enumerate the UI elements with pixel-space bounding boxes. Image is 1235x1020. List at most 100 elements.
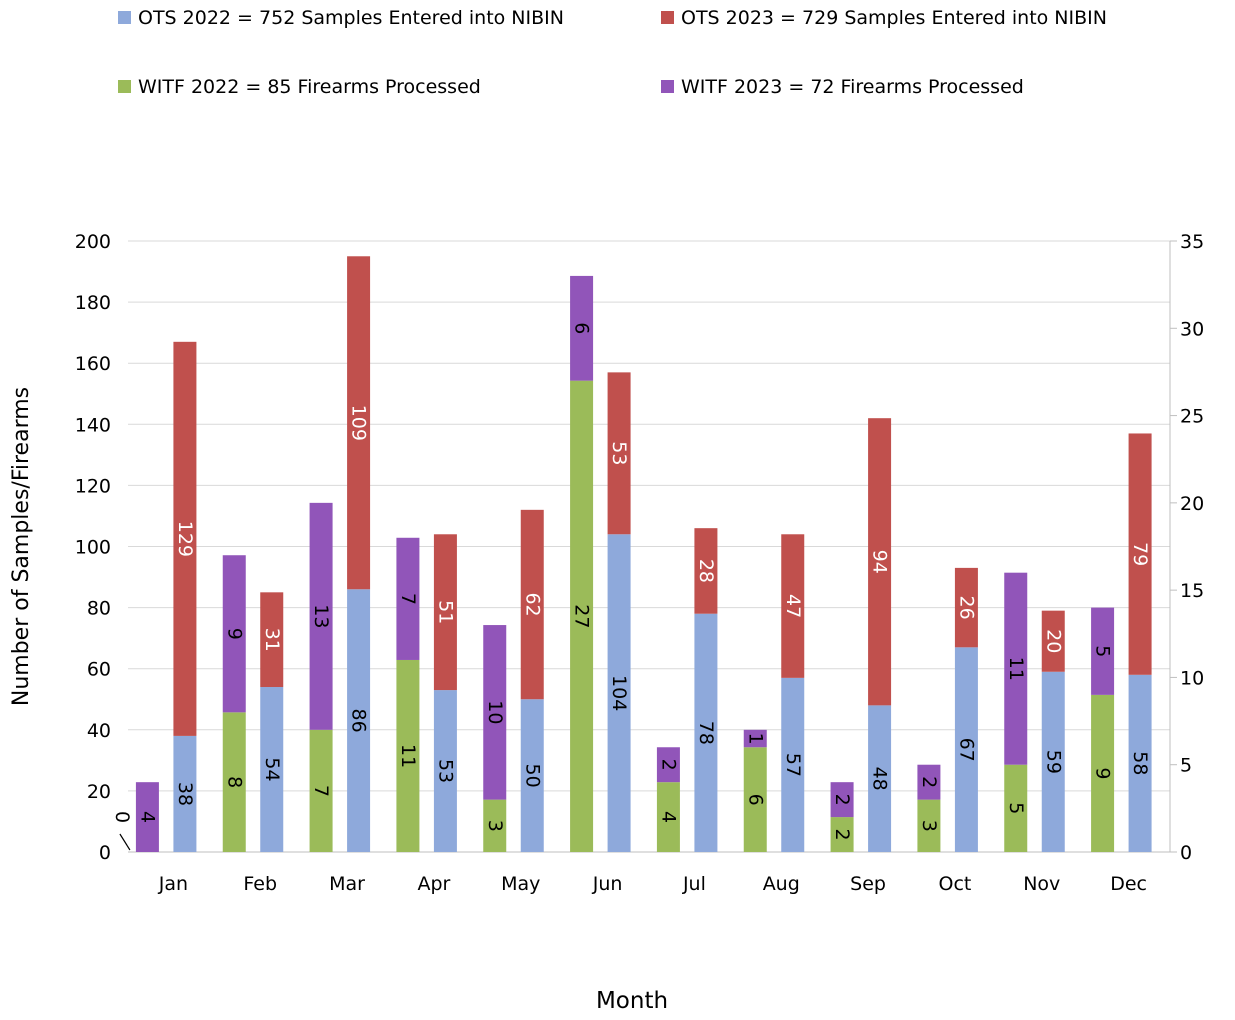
x-tick-label: Jun: [592, 873, 623, 895]
data-label: 7: [397, 593, 419, 605]
data-label: 129: [174, 521, 196, 557]
witf-bar-2: [396, 537, 420, 660]
legend-label: WITF 2023 = 72 Firearms Processed: [681, 76, 1024, 98]
witf-bar-2: [743, 729, 767, 748]
ots-bar-1: [868, 705, 892, 852]
ots-bar-1: [781, 677, 805, 852]
witf-bar-2: [309, 502, 333, 730]
x-axis-title: Month: [596, 988, 668, 1014]
y-right-tick-label: 25: [1180, 406, 1204, 428]
y-left-tick-label: 100: [75, 537, 111, 559]
witf-bar-1: [396, 659, 420, 852]
data-label: 0: [111, 811, 133, 823]
witf-bar-1: [1091, 694, 1115, 852]
data-label: 6: [571, 322, 593, 334]
witf-bar-1: [1004, 764, 1028, 852]
y-left-tick-label: 200: [75, 231, 111, 253]
x-tick-label: Feb: [243, 873, 277, 895]
x-tick-label: Jul: [682, 873, 706, 895]
witf-bar-2: [570, 275, 594, 381]
y-right-tick-label: 30: [1180, 318, 1204, 340]
data-label: 79: [1129, 542, 1151, 566]
data-label: 26: [955, 596, 977, 620]
x-tick-label: Dec: [1110, 873, 1147, 895]
data-label: 5: [1092, 645, 1114, 657]
witf-bar-2: [656, 747, 680, 783]
data-label: 2: [831, 828, 853, 840]
y-right-tick-label: 10: [1180, 667, 1204, 689]
data-label: 58: [1129, 751, 1151, 775]
ots-bar-1: [954, 647, 978, 852]
legend-label: OTS 2023 = 729 Samples Entered into NIBI…: [681, 7, 1107, 29]
witf-bar-2: [222, 555, 246, 713]
y-left-tick-label: 40: [87, 720, 111, 742]
data-label: 59: [1042, 750, 1064, 774]
data-label: 2: [657, 759, 679, 771]
data-label-leader: [119, 833, 131, 851]
y-left-tick-label: 80: [87, 598, 111, 620]
witf-bar-2: [135, 782, 159, 852]
witf-bar-2: [1091, 607, 1115, 695]
ots-bar-2: [868, 418, 892, 706]
data-label: 27: [571, 604, 593, 628]
ots-bar-2: [1041, 610, 1065, 672]
y-left-tick-label: 60: [87, 659, 111, 681]
data-label: 78: [695, 721, 717, 745]
data-label: 6: [744, 794, 766, 806]
ots-bar-1: [173, 735, 197, 852]
ots-bar-1: [260, 687, 284, 852]
data-label: 51: [434, 600, 456, 624]
data-label: 94: [869, 550, 891, 574]
data-label: 5: [1005, 802, 1027, 814]
y-left-tick-label: 160: [75, 353, 111, 375]
ots-bar-2: [260, 592, 284, 688]
data-label: 62: [521, 592, 543, 616]
data-label: 13: [310, 604, 332, 628]
y-left-tick-label: 20: [87, 781, 111, 803]
data-label: 48: [869, 767, 891, 791]
x-tick-label: Mar: [329, 873, 365, 895]
x-tick-label: Apr: [417, 873, 450, 895]
data-label: 4: [136, 811, 158, 823]
legend-swatch: [118, 80, 131, 93]
x-tick-label: Nov: [1023, 873, 1060, 895]
y-right-tick-label: 15: [1180, 580, 1204, 602]
data-label: 11: [397, 744, 419, 768]
data-label: 67: [955, 738, 977, 762]
legend-swatch: [118, 11, 131, 24]
x-tick-label: Oct: [938, 873, 971, 895]
witf-bar-2: [483, 625, 507, 800]
witf-bar-1: [309, 729, 333, 852]
witf-bar-2: [917, 764, 941, 800]
data-label: 109: [348, 405, 370, 441]
data-label: 50: [521, 764, 543, 788]
legend-label: WITF 2022 = 85 Firearms Processed: [138, 76, 481, 98]
data-label: 53: [434, 759, 456, 783]
data-label: 28: [695, 559, 717, 583]
data-label: 47: [782, 594, 804, 618]
data-label: 104: [608, 675, 630, 711]
ots-bar-1: [1041, 671, 1065, 852]
y-right-tick-label: 20: [1180, 493, 1204, 515]
data-label: 9: [223, 628, 245, 640]
ots-bar-2: [520, 509, 544, 700]
x-tick-label: Aug: [763, 873, 800, 895]
ots-bar-1: [347, 589, 371, 852]
data-label: 31: [261, 628, 283, 652]
witf-bar-1: [743, 747, 767, 852]
ots-bar-2: [781, 534, 805, 678]
ots-bar-1: [433, 690, 457, 852]
data-label: 1: [744, 732, 766, 744]
ots-bar-1: [607, 534, 631, 852]
data-label: 10: [484, 700, 506, 724]
data-label: 2: [918, 776, 940, 788]
ots-bar-1: [694, 613, 718, 852]
ots-bar-2: [347, 256, 371, 590]
ots-bar-2: [433, 534, 457, 691]
data-label: 54: [261, 757, 283, 781]
y-right-tick-label: 0: [1180, 842, 1192, 864]
x-tick-label: May: [501, 873, 540, 895]
y-left-tick-label: 120: [75, 475, 111, 497]
data-label: 3: [484, 820, 506, 832]
